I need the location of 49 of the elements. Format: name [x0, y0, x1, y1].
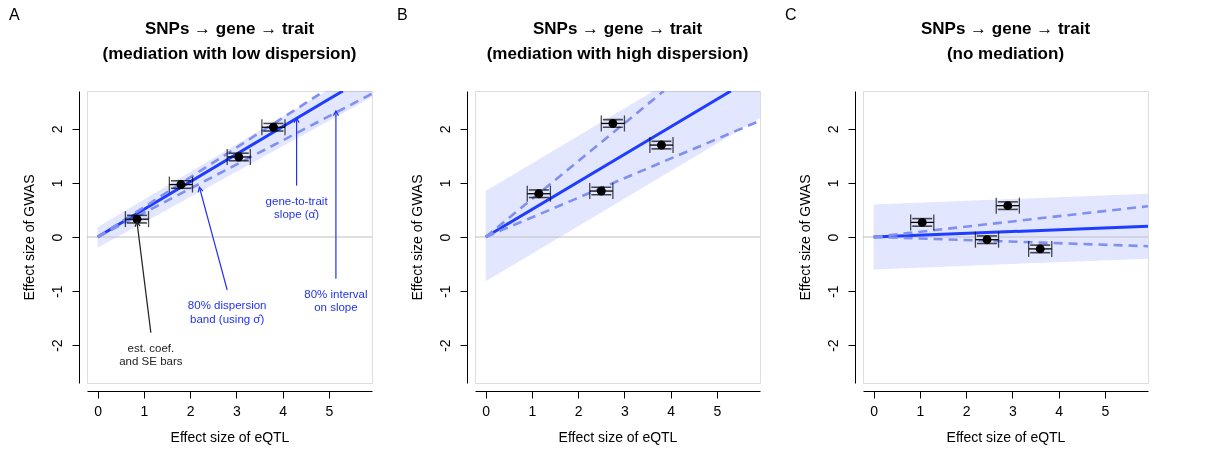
chart-title: SNPs → gene → trait (no mediation): [920, 19, 1091, 63]
y-tick-label: -1: [436, 285, 453, 298]
x-tick-label: 2: [962, 402, 971, 419]
x-tick-label: 5: [325, 402, 334, 419]
x-tick-label: 5: [713, 402, 722, 419]
y-axis-title: Effect size of GWAS: [408, 174, 425, 301]
x-tick-label: 0: [94, 402, 103, 419]
text: A: [9, 6, 20, 23]
y-tick-label: 1: [436, 179, 453, 188]
annotation: 80% interval on slope: [304, 287, 368, 314]
y-tick-label: 0: [824, 233, 841, 242]
chart-title: SNPs → gene → trait (mediation with low dispersion): [102, 19, 357, 63]
chart-title: SNPs → gene → trait (mediation with high dispersion): [486, 19, 749, 63]
y-tick-label: 0: [436, 233, 453, 242]
y-tick-label: -2: [48, 339, 65, 352]
x-tick-label: 1: [140, 402, 149, 419]
x-tick-label: 3: [233, 402, 242, 419]
text: B: [397, 6, 408, 23]
text: C: [785, 6, 797, 23]
y-tick-label: -1: [824, 285, 841, 298]
x-axis-title: Effect size of eQTL: [558, 428, 678, 445]
x-axis-title: Effect size of eQTL: [946, 428, 1066, 445]
y-tick-label: 2: [824, 125, 841, 134]
x-tick-label: 4: [1055, 402, 1064, 419]
y-axis-title: Effect size of GWAS: [796, 174, 813, 301]
y-tick-label: 1: [824, 179, 841, 188]
annotation: 80% dispersion band (using σ̂): [187, 299, 267, 325]
x-tick-label: 2: [186, 402, 195, 419]
x-tick-label: 3: [1009, 402, 1018, 419]
y-tick-label: 0: [48, 233, 65, 242]
x-tick-label: 4: [667, 402, 676, 419]
x-tick-label: 5: [1101, 402, 1110, 419]
x-tick-label: 3: [621, 402, 630, 419]
y-tick-label: 1: [48, 179, 65, 188]
x-tick-label: 1: [528, 402, 537, 419]
x-tick-label: 0: [482, 402, 491, 419]
y-tick-label: 2: [48, 125, 65, 134]
y-tick-label: -1: [48, 285, 65, 298]
x-tick-label: 1: [916, 402, 925, 419]
y-tick-label: 2: [436, 125, 453, 134]
x-tick-label: 2: [574, 402, 583, 419]
annotation: gene-to-trait slope (α̂): [265, 194, 329, 221]
annotation: est. coef. and SE bars: [119, 341, 183, 368]
y-tick-label: -2: [436, 339, 453, 352]
y-tick-label: -2: [824, 339, 841, 352]
x-tick-label: 4: [279, 402, 288, 419]
y-axis-title: Effect size of GWAS: [20, 174, 37, 301]
x-tick-label: 0: [870, 402, 879, 419]
x-axis-title: Effect size of eQTL: [170, 428, 290, 445]
